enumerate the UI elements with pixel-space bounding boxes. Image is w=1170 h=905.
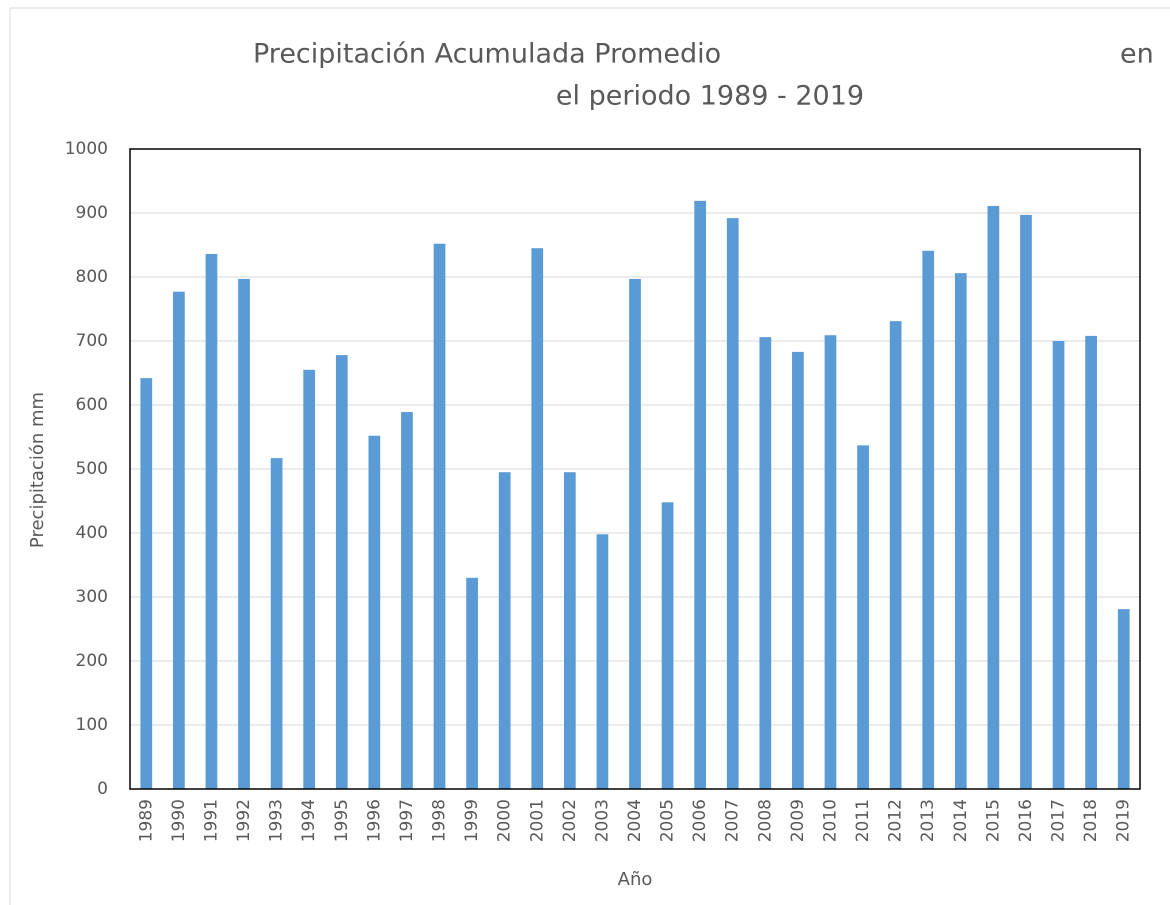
x-tick-label: 1999	[462, 799, 482, 842]
chart-frame	[9, 7, 1170, 905]
y-axis-title: Precipitación mm	[27, 392, 48, 548]
bar	[1117, 609, 1130, 789]
x-tick-label: 2010	[820, 799, 840, 842]
x-tick-label: 2003	[592, 799, 612, 842]
x-tick-label: 1994	[299, 799, 319, 842]
x-tick-label: 2009	[788, 799, 808, 842]
bar	[857, 445, 869, 789]
x-tick-label: 2007	[723, 799, 743, 842]
bar	[889, 321, 902, 789]
bar	[954, 273, 967, 789]
x-tick-label: 2000	[495, 799, 515, 842]
y-tick-label: 200	[76, 651, 108, 671]
bar	[824, 335, 837, 789]
x-tick-label: 2017	[1049, 799, 1069, 842]
bar	[303, 369, 316, 789]
x-tick-label: 2002	[560, 799, 580, 842]
y-tick-label: 500	[76, 459, 108, 479]
y-tick-label: 400	[76, 523, 108, 543]
bar	[726, 218, 739, 789]
x-tick-label: 2012	[886, 799, 906, 842]
x-tick-label: 1998	[430, 799, 450, 842]
bar	[1020, 214, 1032, 790]
x-tick-label: 2014	[951, 799, 971, 842]
x-tick-label: 1997	[397, 799, 417, 842]
y-tick-label: 300	[76, 587, 108, 607]
x-tick-label: 1989	[136, 799, 156, 842]
bar	[596, 534, 609, 789]
bar	[498, 472, 511, 789]
x-tick-label: 2001	[527, 799, 547, 842]
bar	[792, 351, 804, 789]
x-tick-label: 1992	[234, 799, 254, 842]
bar	[466, 577, 478, 789]
bar	[563, 472, 576, 789]
bar	[922, 250, 935, 789]
y-tick-label: 900	[76, 203, 108, 223]
bar	[661, 502, 674, 789]
bar	[270, 458, 283, 789]
x-tick-label: 2005	[658, 799, 678, 842]
x-tick-label: 2008	[755, 799, 775, 842]
bar	[531, 248, 544, 789]
chart-title: Precipitación Acumulada Promedio	[253, 39, 721, 70]
bar	[140, 378, 153, 789]
x-tick-label: 2006	[690, 799, 710, 842]
bar	[759, 337, 772, 789]
y-tick-label: 100	[76, 715, 108, 735]
chart-title: el periodo 1989 - 2019	[556, 81, 864, 112]
bar	[1085, 335, 1097, 789]
x-tick-label: 1991	[201, 799, 221, 842]
bar	[401, 412, 413, 789]
x-tick-label: 2016	[1016, 799, 1036, 842]
x-axis-title: Año	[618, 869, 653, 890]
x-tick-label: 2018	[1081, 799, 1101, 842]
y-tick-label: 0	[97, 779, 108, 799]
x-tick-label: 1996	[364, 799, 384, 842]
bar	[205, 253, 218, 789]
y-tick-label: 800	[76, 267, 108, 287]
chart-title: en	[1120, 39, 1154, 70]
y-tick-label: 700	[76, 331, 108, 351]
bar	[629, 278, 641, 789]
x-tick-label: 2004	[625, 799, 645, 842]
bar	[335, 355, 348, 789]
bar	[1052, 341, 1065, 789]
x-tick-label: 2015	[983, 799, 1003, 842]
x-tick-label: 2013	[918, 799, 938, 842]
bar	[173, 291, 185, 789]
plot-border	[129, 148, 1141, 790]
y-tick-label: 600	[76, 395, 108, 415]
x-tick-label: 1990	[169, 799, 189, 842]
x-tick-label: 1995	[332, 799, 352, 842]
bar	[987, 205, 1000, 789]
bar	[694, 200, 707, 790]
bar	[238, 278, 250, 789]
y-tick-label: 1000	[65, 139, 108, 159]
x-tick-label: 2011	[853, 799, 873, 842]
x-tick-label: 1993	[267, 799, 287, 842]
bar	[368, 435, 381, 789]
bar	[433, 243, 446, 790]
x-tick-label: 2019	[1114, 799, 1134, 842]
